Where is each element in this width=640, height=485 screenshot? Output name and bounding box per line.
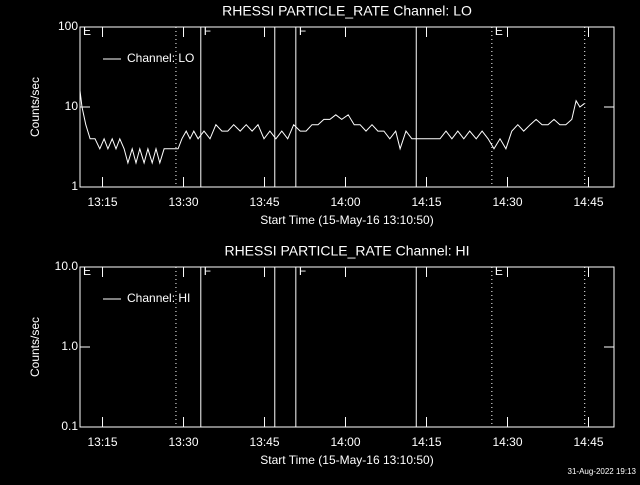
x-tick-label: 14:00	[330, 435, 360, 449]
legend-label: Channel: HI	[127, 291, 190, 305]
x-tick-label: 13:15	[88, 435, 118, 449]
y-axis-label: Counts/sec	[28, 317, 42, 377]
x-tick-label: 13:15	[88, 195, 118, 209]
x-tick-label: 14:30	[492, 435, 522, 449]
x-tick-label: 13:30	[169, 195, 199, 209]
x-tick-label: 14:30	[492, 195, 522, 209]
flag-label: F	[204, 264, 211, 278]
legend-label: Channel: LO	[127, 51, 194, 65]
flag-label: E	[495, 264, 503, 278]
timestamp: 31-Aug-2022 19:13	[568, 467, 637, 476]
y-tick-label: 1.0	[61, 339, 78, 353]
flag-label: F	[204, 24, 211, 38]
x-tick-label: 13:45	[250, 195, 280, 209]
x-tick-label: 14:45	[573, 195, 603, 209]
flag-label: F	[299, 264, 306, 278]
x-tick-label: 14:45	[573, 435, 603, 449]
flag-label: E	[495, 24, 503, 38]
chart-title: RHESSI PARTICLE_RATE Channel: HI	[224, 243, 469, 259]
flag-label: E	[83, 264, 91, 278]
x-tick-label: 13:45	[250, 435, 280, 449]
flag-label: E	[83, 24, 91, 38]
y-tick-label: 1	[71, 179, 78, 193]
y-tick-label: 100	[58, 19, 78, 33]
x-tick-label: 14:15	[411, 435, 441, 449]
x-axis-label: Start Time (15-May-16 13:10:50)	[260, 213, 433, 227]
y-axis-label: Counts/sec	[28, 77, 42, 137]
data-line	[79, 90, 585, 165]
y-tick-label: 10	[65, 99, 79, 113]
x-tick-label: 14:00	[330, 195, 360, 209]
x-tick-label: 14:15	[411, 195, 441, 209]
y-tick-label: 0.1	[61, 419, 78, 433]
x-tick-label: 13:30	[169, 435, 199, 449]
flag-label: F	[299, 24, 306, 38]
y-tick-label: 10.0	[55, 259, 79, 273]
x-axis-label: Start Time (15-May-16 13:10:50)	[260, 453, 433, 467]
chart-title: RHESSI PARTICLE_RATE Channel: LO	[222, 3, 472, 19]
